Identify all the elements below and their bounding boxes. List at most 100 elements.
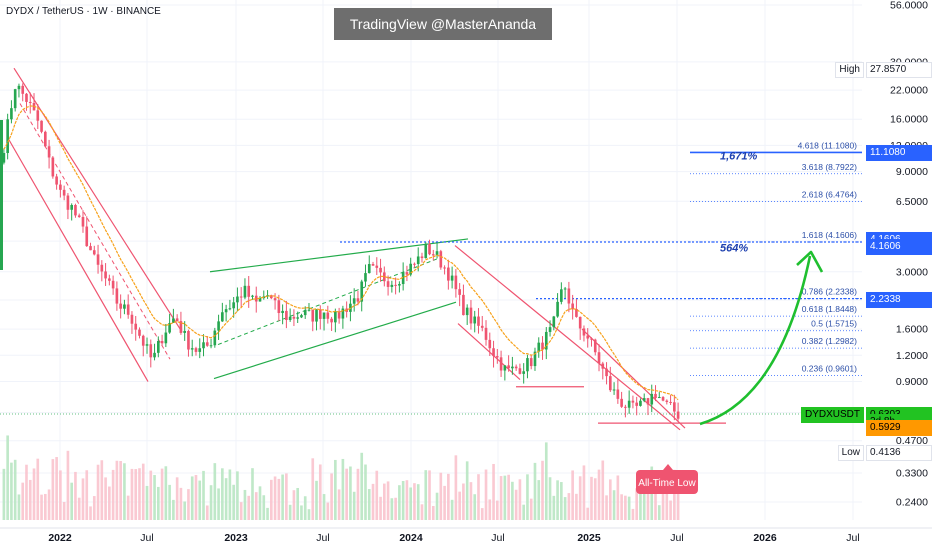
candle-body [578,316,582,329]
volume-bar [447,473,450,520]
fib-level-label: 3.618 (8.7922) [802,162,857,172]
candle-body [657,397,661,399]
volume-bar [420,504,424,520]
candle-body [413,263,416,265]
candle-body [104,271,107,279]
volume-bar [337,489,341,520]
candle-body [307,309,311,311]
price-tick-label: 1.2000 [896,350,928,362]
volume-bar [115,460,119,520]
candle-body [74,205,77,216]
candle-body [183,330,187,333]
price-tick-label: 1.6000 [896,324,928,336]
candle-body [277,300,281,314]
candle-body [292,316,296,319]
price-tick-label: 3.0000 [896,266,928,278]
volume-bar [556,480,559,520]
candle-body [296,317,300,319]
volume-bar [175,477,179,520]
volume-bar [526,474,529,520]
volume-bar [676,490,680,520]
candle-body [473,316,477,324]
volume-bar [379,496,382,520]
volume-bar [514,489,518,520]
volume-bar [386,481,390,520]
candle-body [469,307,473,324]
volume-bar [209,485,213,520]
candle-body [318,309,322,319]
volume-bar [288,504,292,520]
volume-bar [17,494,21,520]
price-tick-label: 0.4700 [896,435,928,447]
volume-bar [179,487,183,520]
candle-body [435,251,439,256]
volume-bar [669,500,672,520]
candle-body [499,357,503,371]
volume-bar [612,490,616,520]
candle-body [556,301,559,317]
candle-body [364,273,367,282]
volume-bar [503,475,507,520]
candle-body [40,120,43,132]
volume-bar [511,481,514,520]
volume-bar [100,460,104,520]
price-tick-label: 0.2400 [896,497,928,509]
volume-bar [153,475,156,520]
candle-body [28,101,32,104]
price-tick-label: 9.0000 [896,166,928,178]
candle-body [141,335,145,346]
candle-body [401,272,405,285]
candle-body [6,119,9,154]
price-badge: 11.1080 [866,145,932,162]
candle-body [458,289,461,295]
candle-body [217,321,220,331]
candle-body [269,295,273,299]
candle-body [424,243,428,259]
candle-body [36,110,40,121]
volume-bar [164,466,168,520]
candle-body [258,298,262,302]
volume-bar [300,505,303,520]
candle-body [673,402,676,412]
volume-bar [254,492,258,520]
price-badge-label: DYDXUSDT [800,406,864,423]
volume-bar [221,468,224,520]
volume-bar [522,504,526,520]
projection-arrow [699,255,812,426]
volume-bar [349,466,352,520]
volume-bar [183,501,187,520]
volume-bar [477,474,480,520]
candle-body [356,298,360,302]
candle-body [334,311,337,323]
time-tick-label: Jul [670,532,683,544]
volume-bar [285,473,288,520]
candle-body [665,400,669,402]
candle-body [507,365,510,369]
candle-body [59,184,62,190]
fib-level-label: 0.236 (0.9601) [802,364,857,374]
volume-bar [473,494,477,520]
time-tick-label: 2024 [399,532,423,544]
price-badge: 27.8570 [866,61,932,78]
volume-bar [32,468,36,520]
candle-body [190,348,194,350]
volume-bar [413,483,416,520]
volume-bar [81,478,85,520]
candle-body [228,308,232,310]
volume-bar [398,485,401,520]
volume-bar [6,435,9,520]
time-tick-label: 2026 [753,532,777,544]
volume-bar [62,501,66,520]
volume-bar [428,470,431,520]
volume-bar [315,480,318,520]
candle-body [428,243,431,255]
candle-body [2,153,6,163]
volume-bar [21,482,25,520]
volume-bar [51,459,55,520]
volume-bar [43,493,47,520]
volume-bar [236,471,239,520]
volume-bar [92,496,96,520]
volume-bar [495,500,499,520]
candle-body [322,312,326,319]
time-tick-label: 2023 [224,532,248,544]
